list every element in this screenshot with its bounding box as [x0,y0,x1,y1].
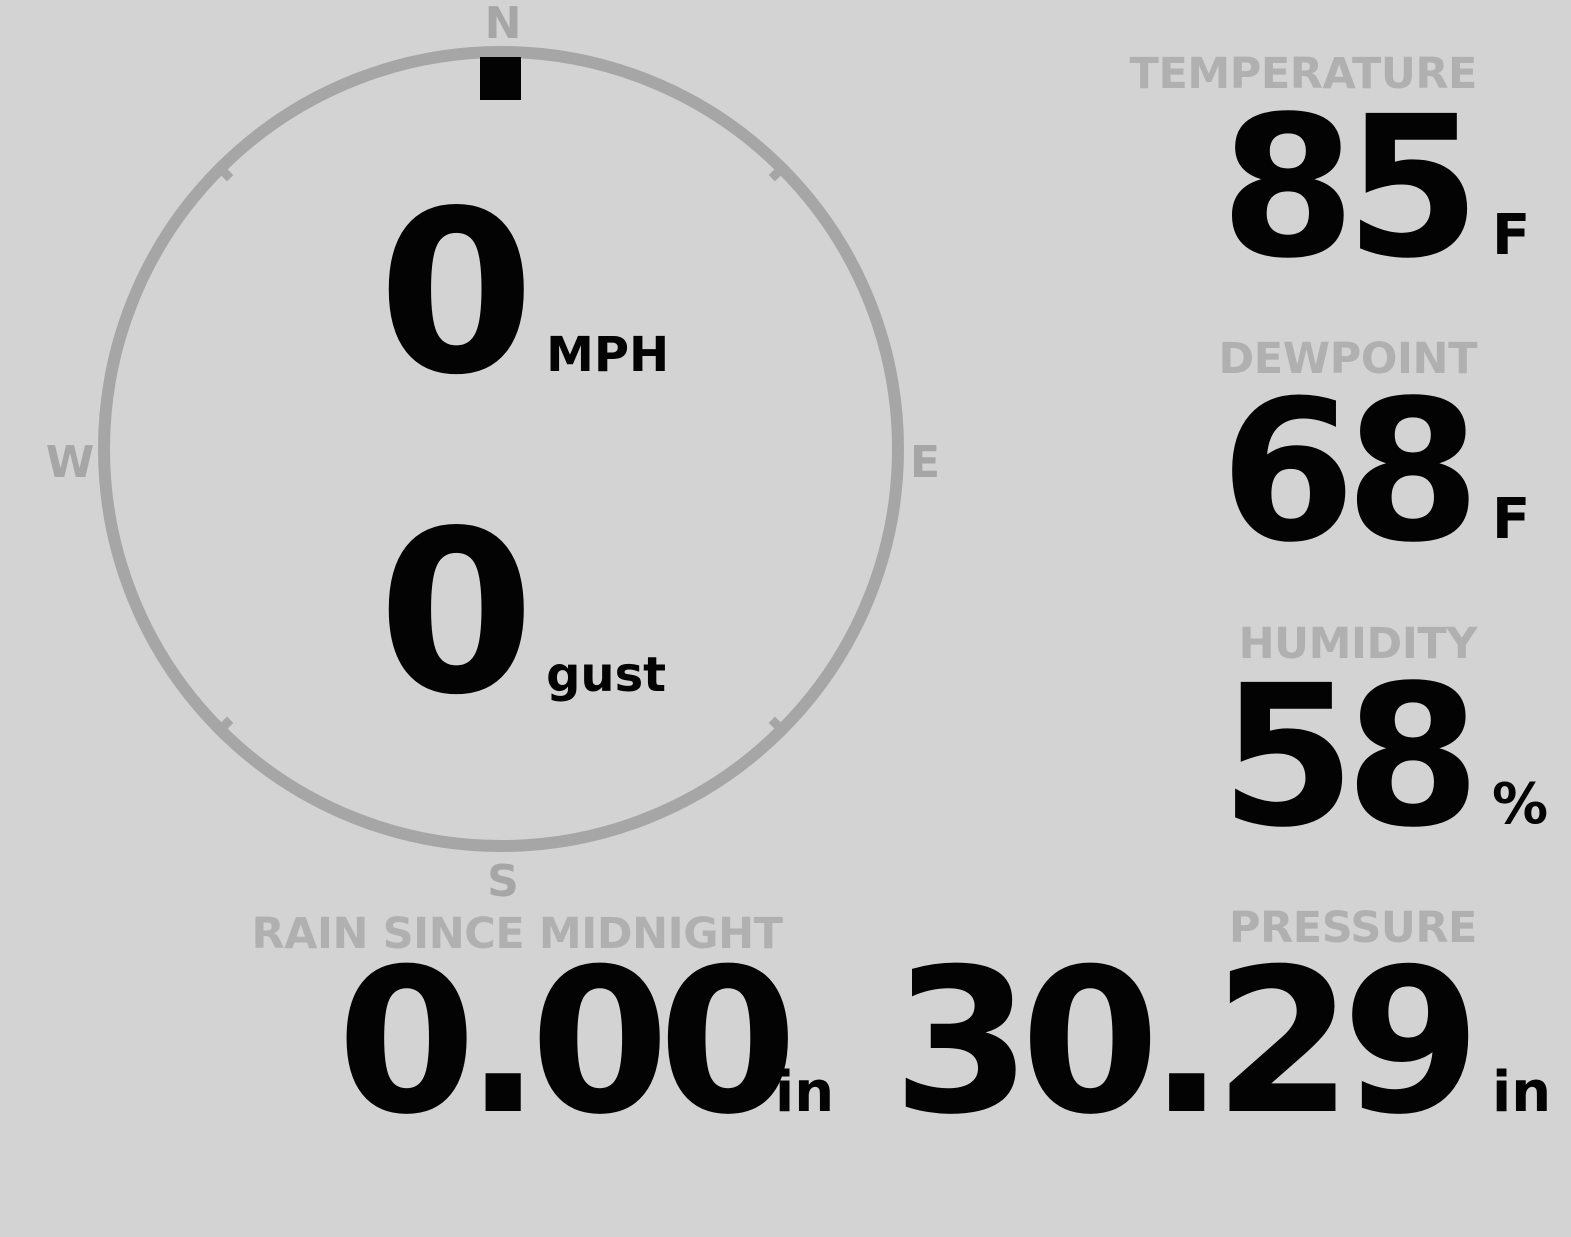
rain-value: 0.00 [337,926,797,1159]
pressure-value: 30.29 [892,926,1481,1159]
wind-speed-value: 0 [378,163,535,425]
rain-label: RAIN SINCE MIDNIGHT [251,909,783,959]
compass-label-south: S [487,856,519,907]
dewpoint-value: 68 [1220,358,1481,585]
wind-speed-unit: MPH [546,327,670,383]
pressure-label: PRESSURE [1229,903,1477,953]
wind-speed-row: 0 MPH [378,182,669,407]
temperature-unit: F [1492,203,1531,268]
compass-circle [98,46,904,852]
humidity-value: 58 [1220,643,1481,870]
pressure-unit: in [1492,1060,1552,1125]
compass-tick-sw [212,716,234,738]
wind-gust-row: 0 gust [378,502,666,727]
wind-gust-unit: gust [546,647,667,703]
wind-gust-value: 0 [378,483,535,745]
humidity-unit: % [1492,772,1549,837]
rain-unit: in [775,1060,835,1125]
compass-tick-se [768,716,790,738]
compass-label-west: W [45,437,95,488]
humidity-label: HUMIDITY [1238,619,1478,669]
compass-tick-ne [768,160,790,182]
wind-compass-dial [98,46,904,852]
compass-label-north: N [484,0,522,49]
dewpoint-unit: F [1492,487,1531,552]
dewpoint-label: DEWPOINT [1218,334,1478,384]
temperature-label: TEMPERATURE [1129,49,1478,99]
wind-direction-marker [480,57,521,100]
compass-tick-nw [212,160,234,182]
temperature-value: 85 [1220,74,1481,301]
compass-label-east: E [909,437,941,488]
